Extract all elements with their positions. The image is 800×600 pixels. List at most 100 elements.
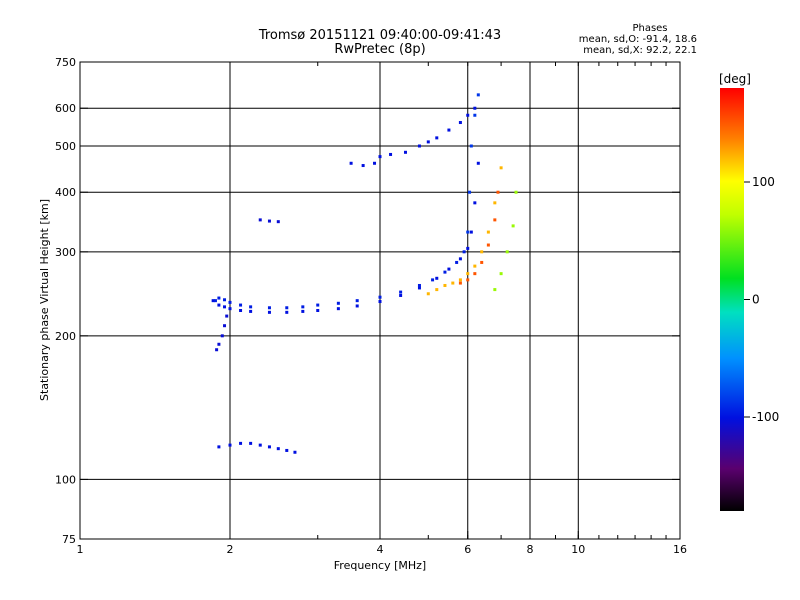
data-point [293,450,297,454]
data-point [505,250,509,254]
colorbar-ticks: 100 0 -100 [744,175,779,424]
data-point [496,190,500,194]
data-point [466,230,470,234]
data-point [285,310,289,314]
data-point [473,113,477,117]
data-point [466,278,470,282]
y-tick-label: 500 [55,140,76,153]
y-tick-label: 300 [55,246,76,259]
data-point [361,164,365,168]
data-point [378,300,382,304]
data-point [493,218,497,222]
data-point [426,140,430,144]
data-point [493,201,497,205]
data-point [223,324,227,328]
data-point [493,288,497,292]
data-point [336,307,340,311]
colorbar-tick-label: -100 [752,410,779,424]
data-point [276,220,280,224]
data-point [301,309,305,313]
colorbar-tick-label: 0 [752,293,760,307]
data-point [213,299,217,303]
colorbar-label: [deg] [719,72,751,86]
data-point [447,267,451,271]
data-point [473,264,477,268]
chart-subtitle: RwPretec (8p) [334,42,425,57]
y-tick-label: 200 [55,330,76,343]
data-point [228,300,232,304]
data-point [511,224,515,228]
data-point [499,166,503,170]
data-point [267,306,271,310]
grid-lines [80,62,680,539]
data-point [223,298,227,302]
data-point [336,301,340,305]
data-point [417,283,421,287]
data-point [476,161,480,165]
x-tick-label: 4 [377,543,384,556]
data-point [249,309,253,313]
data-point [316,308,320,312]
data-point [458,121,462,125]
x-tick-label: 10 [571,543,585,556]
data-point [316,303,320,307]
data-point [249,305,253,309]
data-point [443,283,447,287]
data-point [217,342,221,346]
data-point [217,303,221,307]
data-point [473,272,477,276]
data-point [267,219,271,223]
data-point [431,278,435,282]
data-point [220,334,224,338]
data-point [267,445,271,449]
data-point [462,250,466,254]
colorbar-tick-label: 100 [752,175,775,189]
data-point [473,201,477,205]
data-point [451,281,455,285]
y-tick-label: 750 [55,56,76,69]
data-point [378,155,382,159]
phases-o-stats: mean, sd,O: -91.4, 18.6 [579,34,697,45]
data-point [217,296,221,300]
data-point [217,445,221,449]
data-point [215,348,219,352]
data-point [458,278,462,282]
data-point [373,161,377,165]
data-point [239,441,243,445]
data-point [225,314,229,318]
data-point [403,150,407,154]
data-point [239,308,243,312]
x-axis-label: Frequency [MHz] [334,559,426,572]
data-point [473,106,477,110]
data-point [301,305,305,309]
data-point [258,443,262,447]
data-point [468,190,472,194]
data-point [486,243,490,247]
data-point [249,441,253,445]
axis-ticks: 1 2 4 6 8 10 16 75 100 200 300 400 500 600 750 [55,56,687,556]
data-point [466,113,470,117]
data-point [435,276,439,280]
data-point [435,288,439,292]
data-point [267,310,271,314]
data-point [480,260,484,264]
colorbar [720,88,744,511]
data-point [228,307,232,311]
data-point [355,304,359,308]
data-point [455,260,459,264]
data-point [399,293,403,297]
x-tick-label: 16 [673,543,687,556]
data-point [443,270,447,274]
y-axis-label: Stationary phase Virtual Height [km] [38,199,51,401]
phases-x-stats: mean, sd,X: 92.2, 22.1 [583,45,697,56]
x-tick-label: 8 [527,543,534,556]
data-point [417,286,421,290]
data-point [285,306,289,310]
x-tick-label: 1 [77,543,84,556]
data-point [480,250,484,254]
data-point [258,218,262,222]
data-point [349,161,353,165]
data-point [355,299,359,303]
data-point [239,303,243,307]
